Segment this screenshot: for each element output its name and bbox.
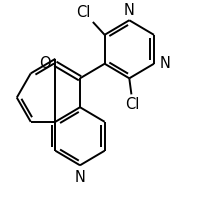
Text: N: N	[124, 3, 135, 18]
Text: N: N	[75, 170, 85, 185]
Text: O: O	[39, 56, 51, 71]
Text: Cl: Cl	[125, 97, 140, 112]
Text: Cl: Cl	[76, 5, 91, 20]
Text: N: N	[159, 56, 170, 71]
